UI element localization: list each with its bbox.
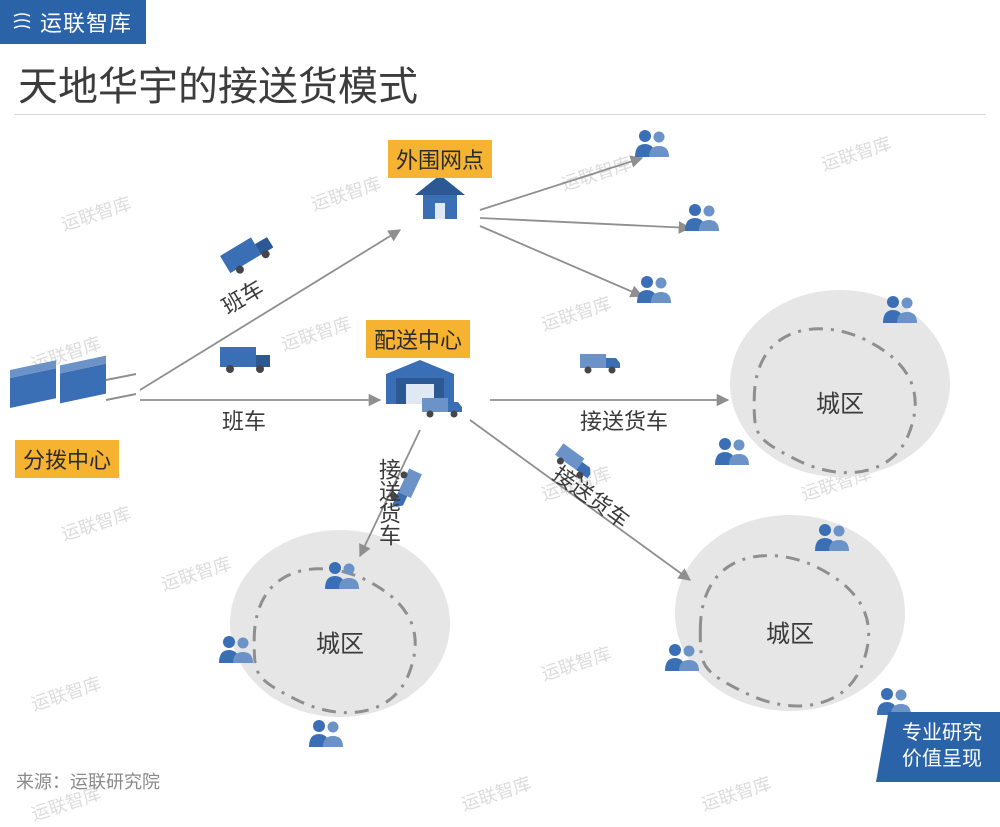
people-icon — [715, 438, 749, 465]
footer-badge-l2: 价值呈现 — [902, 746, 982, 772]
truck-icon — [220, 230, 276, 278]
people-icon — [637, 276, 671, 303]
city-label: 城区 — [316, 624, 364, 659]
people-icon — [219, 636, 253, 663]
outlet-tag: 外围网点 — [388, 140, 492, 178]
van-icon — [422, 398, 462, 418]
people-icon — [665, 644, 699, 671]
outlet-icon — [415, 175, 465, 219]
people-icon — [877, 688, 911, 715]
footer-badge-l1: 专业研究 — [902, 720, 982, 746]
dist-center-icon — [386, 360, 454, 404]
footer-badge: 专业研究 价值呈现 — [876, 712, 1000, 782]
hub-icon — [10, 350, 136, 414]
people-icon — [309, 720, 343, 747]
edge-arrow — [480, 218, 690, 228]
truck-icon — [220, 347, 270, 373]
city-label: 城区 — [766, 614, 814, 649]
edge-label: 接送货车 — [372, 458, 404, 546]
people-icon — [685, 204, 719, 231]
people-icon — [815, 524, 849, 551]
people-icon — [635, 130, 669, 157]
van-icon — [580, 354, 620, 374]
hub-tag: 分拨中心 — [15, 440, 119, 478]
edge-arrow — [480, 158, 642, 210]
edge-label: 班车 — [222, 404, 266, 436]
edge-arrow — [480, 226, 642, 296]
source-text: 来源：运联研究院 — [16, 768, 160, 794]
people-icon — [883, 296, 917, 323]
city-label: 城区 — [816, 384, 864, 419]
center-tag: 配送中心 — [366, 320, 470, 358]
edge-label: 接送货车 — [580, 404, 668, 436]
